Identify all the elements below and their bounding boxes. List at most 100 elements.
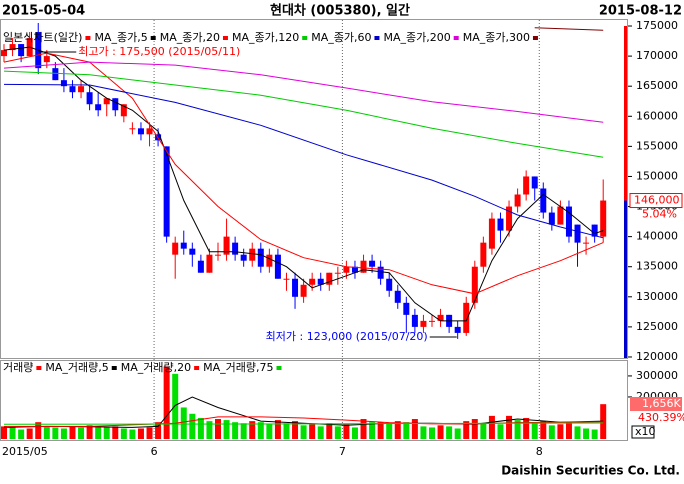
candle-body — [189, 248, 196, 255]
volume-bar — [343, 424, 350, 439]
volume-bar — [206, 421, 213, 439]
volume-bar — [446, 426, 453, 439]
candle-body — [548, 212, 555, 225]
legend-marker — [150, 36, 156, 40]
volume-bar — [326, 423, 333, 439]
volume-bar — [274, 420, 281, 439]
start-date: 2015-05-04 — [2, 4, 85, 19]
legend-marker — [36, 366, 42, 370]
candle-body — [506, 206, 513, 231]
legend-marker — [194, 366, 200, 370]
candle-body — [215, 254, 221, 256]
volume-bar — [557, 424, 564, 439]
legend-marker — [532, 36, 538, 40]
candle-body — [95, 104, 102, 111]
volume-bar — [514, 420, 521, 439]
last-change: 5.04% — [642, 208, 677, 221]
y-tick-label: 150000 — [636, 169, 678, 182]
candle-body — [334, 272, 341, 274]
y-tick-label: 120000 — [636, 350, 678, 363]
candle-body — [309, 278, 316, 285]
candle-body — [377, 266, 384, 279]
y-tick-label: 175000 — [636, 19, 678, 32]
candle-body — [52, 68, 59, 81]
candle-body — [223, 236, 230, 255]
legend-label: MA_종가,5 — [94, 31, 147, 44]
candle-body — [180, 242, 187, 249]
volume-bar — [540, 421, 547, 439]
candle-body — [454, 326, 461, 333]
volume-bar — [437, 425, 444, 439]
volume-bar — [120, 428, 127, 439]
candle-body — [292, 278, 299, 297]
legend-label: MA_종가,120 — [232, 31, 299, 44]
legend-label: MA_종가,60 — [311, 31, 371, 44]
volume-bar — [360, 419, 367, 439]
volume-bar — [531, 423, 538, 439]
volume-bar — [403, 422, 410, 439]
x-tick-label: 6 — [151, 445, 158, 458]
candle-body — [600, 200, 607, 237]
volume-bar — [334, 426, 341, 439]
candle-body — [249, 248, 256, 261]
volume-bar — [146, 427, 153, 439]
candle-body — [411, 314, 418, 327]
candle-body — [232, 242, 239, 255]
volume-bar — [9, 427, 16, 439]
candle-body — [283, 278, 290, 280]
y-tick-label: 165000 — [636, 79, 678, 92]
volume-bar — [180, 407, 187, 439]
ma-line — [3, 83, 604, 239]
candle-body — [137, 128, 144, 135]
candle-body — [129, 128, 136, 130]
candle-body — [591, 224, 598, 237]
end-date: 2015-08-12 — [599, 4, 682, 19]
ma-line — [534, 27, 604, 31]
volume-bar — [232, 422, 239, 439]
volume-bar — [497, 424, 504, 439]
volume-bar — [488, 415, 495, 439]
y-tick-label: 170000 — [636, 49, 678, 62]
volume-bar — [95, 426, 102, 439]
volume-bar — [215, 419, 221, 439]
candle-body — [18, 44, 25, 57]
volume-bar — [257, 422, 264, 439]
last-price-box — [629, 193, 683, 209]
candle-body — [197, 260, 204, 273]
candle-body — [574, 224, 581, 243]
candle-body — [163, 146, 170, 237]
candle-body — [497, 218, 504, 231]
candle-body — [386, 278, 393, 291]
candle-body — [257, 248, 264, 267]
volume-bar — [86, 425, 93, 439]
ma-line — [3, 52, 604, 295]
legend-marker — [111, 366, 117, 370]
legend-marker — [302, 36, 308, 40]
volume-bar — [163, 366, 170, 439]
volume-bar — [300, 425, 307, 439]
candle-body — [343, 266, 350, 273]
volume-bar — [223, 420, 230, 439]
candle-body — [317, 278, 324, 285]
volume-bar — [283, 423, 290, 439]
legend-label: MA_거래량,75 — [203, 361, 273, 374]
volume-bar — [197, 417, 204, 439]
annotation: 최저가 : 123,000 (2015/07/20) — [266, 330, 428, 343]
legend-label: MA_종가,20 — [160, 31, 220, 44]
ma-line — [3, 422, 604, 425]
legend-label: MA_종가,300 — [463, 31, 530, 44]
volume-bar — [249, 421, 256, 439]
candle-body — [206, 254, 213, 273]
candle-body — [523, 176, 530, 195]
volume-bar — [591, 429, 598, 439]
x-tick-label: 8 — [536, 445, 543, 458]
volume-bar — [1, 426, 7, 439]
candle-body — [351, 266, 358, 273]
volume-bar — [317, 426, 324, 439]
legend-marker — [453, 36, 459, 40]
volume-bar — [78, 427, 85, 439]
volume-bar — [103, 427, 110, 439]
volume-bar — [565, 422, 572, 439]
candle-body — [429, 320, 435, 322]
